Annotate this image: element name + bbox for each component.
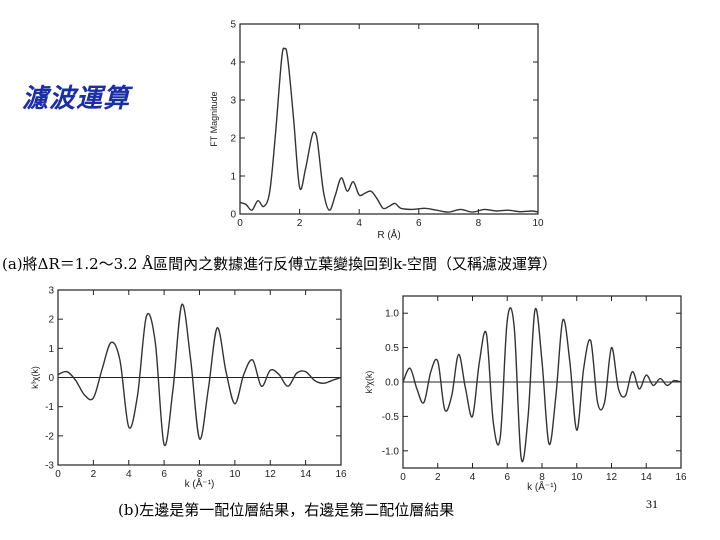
ft-x-axis-label: R (Å) [377,228,400,241]
ft-x-tick-label: 6 [416,218,422,229]
shell1-y-tick-label: 2 [48,315,54,326]
shell1-x-tick-label: 14 [300,469,312,480]
ft-y-tick-label: 4 [230,58,236,69]
shell2-x-tick-label: 4 [470,472,476,483]
shell2-x-tick-label: 16 [675,472,687,483]
caption-a: (a)將ΔR＝1.2～3.2 Å區間內之數據進行反傅立葉變換回到k-空間（又稱濾… [2,255,557,273]
shell2-y-tick-label: 1.0 [385,309,399,320]
ft-plot-frame [239,23,539,215]
slide-title: 濾波運算 [22,84,131,114]
shell1-y-tick-label: -2 [45,431,54,442]
shell2-series-line-0 [402,307,682,463]
ft-y-tick-label: 1 [230,172,236,183]
shell1-series-line-0 [57,303,342,447]
page-number: 31 [646,497,658,511]
shell1-x-tick-label: 10 [229,469,241,480]
ft-series-line-0 [239,47,539,213]
shell1-y-tick-label: -1 [45,402,54,413]
ft-y-tick-label: 2 [230,134,236,145]
shell2-x-tick-label: 2 [435,472,441,483]
shell1-x-tick-label: 8 [197,469,203,480]
shell1-x-axis-label: k (Å⁻¹) [185,477,215,490]
shell2-x-tick-label: 10 [571,472,583,483]
shell2-x-tick-label: 14 [641,472,653,483]
ft-x-tick-label: 0 [237,218,243,229]
ft-x-tick-label: 10 [532,218,544,229]
shell2-y-tick-label: -0.5 [382,412,400,423]
caption-b: (b)左邊是第一配位層結果，右邊是第二配位層結果 [118,501,455,519]
shell2-x-axis-label: k (Å⁻¹) [527,480,557,493]
ft-x-tick-label: 4 [356,218,362,229]
shell2-y-tick-label: 0.0 [385,378,399,389]
ft-y-tick-label: 5 [230,20,236,31]
shell1-x-tick-label: 12 [265,469,277,480]
ft-y-tick-label: 0 [230,210,236,221]
shell2-x-tick-label: 12 [606,472,618,483]
shell2-x-tick-label: 0 [400,472,406,483]
shell2-y-tick-label: 0.5 [385,343,399,354]
shell1-y-tick-label: -3 [45,461,54,472]
shell2-x-tick-label: 6 [504,472,510,483]
shell1-x-tick-label: 4 [126,469,132,480]
shell2-y-tick-label: -1.0 [382,446,400,457]
ft-y-axis-label: FT Magnitude [209,91,219,146]
shell2-x-tick-label: 8 [539,472,545,483]
shell1-x-tick-label: 16 [335,469,347,480]
ft-y-tick-label: 3 [230,96,236,107]
shell1-x-tick-label: 2 [91,469,97,480]
shell1-y-axis-label: k³χ(k) [30,366,40,389]
second-shell-chart: 0 2 4 6 8 10 12 14 16 -1.0 -0.5 0.0 0.5 1.0 k (Å⁻¹) k³χ… [364,295,687,493]
ft-x-tick-label: 8 [476,218,482,229]
shell1-y-tick-label: 0 [48,373,54,384]
ft-x-tick-label: 2 [297,218,303,229]
ft-magnitude-chart: 0 2 4 6 8 10 0 1 2 3 4 5 R (Å) FT Magnitude [209,20,544,242]
shell1-y-tick-label: 1 [48,344,54,355]
shell1-y-tick-label: 3 [48,286,54,297]
shell2-y-axis-label: k³χ(k) [364,371,374,394]
shell1-x-tick-label: 6 [161,469,167,480]
shell1-x-tick-label: 0 [55,469,61,480]
